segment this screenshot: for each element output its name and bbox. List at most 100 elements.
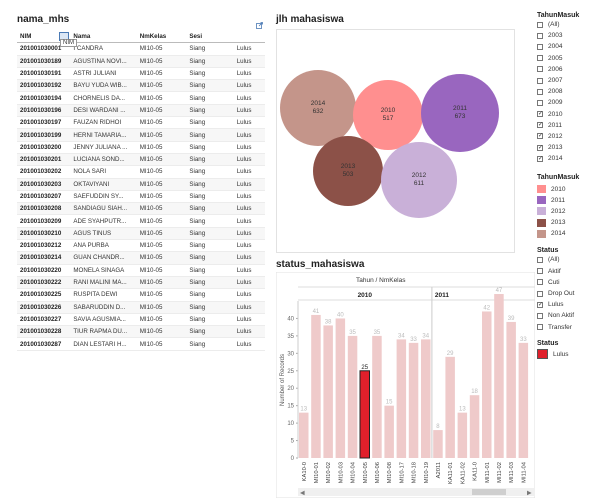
bar-MI10-05[interactable] bbox=[359, 370, 370, 459]
bar-KA10-0[interactable] bbox=[299, 412, 309, 458]
bar-MI11-02[interactable] bbox=[494, 294, 504, 458]
tahun-legend-item[interactable]: 2011 bbox=[537, 195, 595, 206]
bar-MI10-19[interactable] bbox=[421, 339, 431, 458]
tahun-filter-option[interactable]: ✓ 2014 bbox=[537, 153, 595, 164]
bubble-2011[interactable]: 2011 673 bbox=[421, 74, 499, 152]
tahun-filter-option[interactable]: 2004 bbox=[537, 41, 595, 52]
bubble-2010[interactable]: 2010 517 bbox=[353, 80, 423, 150]
checkbox-icon[interactable] bbox=[537, 66, 543, 73]
tahun-legend-item[interactable]: 2014 bbox=[537, 228, 595, 239]
table-row[interactable]: 201001030201 LUCIANA SOND... MI10-05 Siang L… bbox=[17, 153, 265, 167]
table-row[interactable]: 201001030287 DIAN LESTARI H... MI10-05 Sian… bbox=[17, 337, 265, 351]
scroll-right-icon[interactable]: ▶ bbox=[527, 490, 532, 497]
bar-MI10-02[interactable] bbox=[323, 325, 333, 458]
scroll-left-icon[interactable]: ◀ bbox=[300, 490, 305, 497]
table-row[interactable]: 201001030200 JENNY JULIANA ... MI10-05 Sian… bbox=[17, 141, 265, 154]
table-row[interactable]: 201001030212 ANA PURBA MI10-05 Siang Lulus bbox=[17, 239, 265, 253]
table-row[interactable]: 201001030191 ASTRI JULIANI MI10-05 Siang Lul… bbox=[17, 67, 265, 81]
tahun-filter-option[interactable]: ✓ 2010 bbox=[537, 109, 595, 120]
table-row[interactable]: 201001030194 CHORNELIS DA... MI10-05 Siang L… bbox=[17, 91, 265, 105]
table-row[interactable]: 201001030001 I CANDRA MI10-05 Siang Lulus bbox=[17, 42, 265, 56]
tahun-filter-option[interactable]: 2008 bbox=[537, 86, 595, 97]
table-row[interactable]: 201001030192 BAYU YUDA WIB... MI10-05 Siang… bbox=[17, 79, 265, 93]
table-row[interactable]: 201001030222 RANI MALINI MA... MI10-05 Sian… bbox=[17, 276, 265, 290]
checkbox-icon[interactable] bbox=[537, 324, 543, 331]
checkbox-checked-icon[interactable]: ✓ bbox=[537, 155, 544, 162]
tahun-legend-item[interactable]: 2010 bbox=[537, 183, 595, 194]
status-filter-option[interactable]: (All) bbox=[537, 254, 595, 265]
status-filter-option[interactable]: Aktif bbox=[537, 266, 595, 277]
table-row[interactable]: 201001030227 SAVIA AGUSMIA... MI10-05 Siang… bbox=[17, 313, 265, 327]
bar-A2011[interactable] bbox=[433, 430, 443, 458]
checkbox-checked-icon[interactable]: ✓ bbox=[537, 111, 544, 118]
tahun-filter-option[interactable]: 2003 bbox=[537, 30, 595, 41]
table-row[interactable]: 201001030202 NOLA SARI MI10-05 Siang Lulus bbox=[17, 165, 265, 179]
checkbox-icon[interactable] bbox=[537, 290, 543, 297]
table-row[interactable]: 201001030225 RUSPITA DEWI MI10-05 Siang Lulu… bbox=[17, 288, 265, 302]
bar-KA11-01[interactable] bbox=[445, 356, 455, 458]
column-header-4[interactable]: Sesi bbox=[186, 31, 234, 44]
tahun-filter-option[interactable]: 2006 bbox=[537, 64, 595, 75]
checkbox-checked-icon[interactable]: ✓ bbox=[537, 144, 544, 151]
column-header-3[interactable]: NmKelas bbox=[136, 31, 187, 44]
bar-MI11-01[interactable] bbox=[482, 311, 492, 458]
checkbox-icon[interactable] bbox=[537, 43, 543, 50]
table-row[interactable]: 201001030197 FAUZAN RIDHOI MI10-05 Siang Lul… bbox=[17, 116, 265, 130]
table-row[interactable]: 201001030209 ADE SYAHPUTR... MI10-05 Siang L… bbox=[17, 214, 265, 228]
checkbox-icon[interactable] bbox=[537, 77, 543, 84]
bar-MI10-03[interactable] bbox=[335, 318, 346, 458]
tahun-legend-item[interactable]: 2012 bbox=[537, 206, 595, 217]
bar-MI11-04[interactable] bbox=[518, 342, 529, 458]
checkbox-checked-icon[interactable]: ✓ bbox=[537, 122, 544, 129]
checkbox-icon[interactable] bbox=[537, 99, 543, 106]
checkbox-icon[interactable] bbox=[537, 55, 543, 62]
table-row[interactable]: 201001030220 MONELA SINAGA MI10-05 Siang Lul… bbox=[17, 264, 265, 277]
bar-MI10-01[interactable] bbox=[311, 314, 321, 458]
status-filter-option[interactable]: Drop Out bbox=[537, 288, 595, 299]
column-header-5[interactable] bbox=[233, 31, 265, 44]
tahun-filter-option[interactable]: 2005 bbox=[537, 53, 595, 64]
horizontal-scrollbar[interactable] bbox=[298, 488, 535, 496]
tahun-legend-item[interactable]: 2013 bbox=[537, 217, 595, 228]
checkbox-icon[interactable] bbox=[537, 312, 543, 319]
status-filter-option[interactable]: ✓ Lulus bbox=[537, 299, 595, 310]
checkbox-icon[interactable] bbox=[537, 279, 543, 286]
checkbox-checked-icon[interactable]: ✓ bbox=[537, 301, 544, 308]
bar-MI10-08[interactable] bbox=[384, 405, 394, 458]
open-external-icon[interactable] bbox=[256, 16, 263, 29]
tahun-filter-option[interactable]: ✓ 2011 bbox=[537, 120, 595, 131]
scrollbar-thumb[interactable] bbox=[472, 489, 506, 495]
table-row[interactable]: 201001030207 SAEFUDDIN SY... MI10-05 Siang L… bbox=[17, 190, 265, 204]
bar-MI10-04[interactable] bbox=[347, 335, 358, 458]
status-filter-option[interactable]: Non Aktif bbox=[537, 310, 595, 321]
table-row[interactable]: 201001030189 AGUSTINA NOVI... MI10-05 Siang… bbox=[17, 55, 265, 68]
bubble-2014[interactable]: 2014 632 bbox=[280, 70, 356, 146]
tahun-filter-option[interactable]: ✓ 2013 bbox=[537, 142, 595, 153]
bar-MI10-17[interactable] bbox=[396, 339, 407, 458]
bubble-2013[interactable]: 2013 503 bbox=[313, 136, 383, 206]
bar-MI11-03[interactable] bbox=[506, 321, 516, 458]
table-row[interactable]: 201001030210 AGUS TINUS MI10-05 Siang Lulus bbox=[17, 227, 265, 241]
table-row[interactable]: 201001030203 OKTAVIYANI MI10-05 Siang Lulus bbox=[17, 178, 265, 191]
bar-KA11-02[interactable] bbox=[457, 412, 468, 458]
status-legend-item[interactable]: Lulus bbox=[537, 349, 595, 360]
table-row[interactable]: 201001030199 HERNI TAMARIA... MI10-05 Siang… bbox=[17, 128, 265, 142]
table-row[interactable]: 201001030196 DESI WARDANI ... MI10-05 Siang… bbox=[17, 104, 265, 118]
table-row[interactable]: 201001030214 GUAN CHANDR... MI10-05 Siang Lu… bbox=[17, 251, 265, 265]
bar-MI10-06[interactable] bbox=[372, 335, 382, 458]
checkbox-checked-icon[interactable]: ✓ bbox=[537, 133, 544, 140]
table-row[interactable]: 201001030208 SANDIAGU SIAH... MI10-05 Siang… bbox=[17, 202, 265, 216]
tahun-filter-option[interactable]: ✓ 2012 bbox=[537, 131, 595, 142]
tahun-filter-option[interactable]: 2009 bbox=[537, 97, 595, 108]
checkbox-icon[interactable] bbox=[537, 256, 543, 263]
bar-MI10-18[interactable] bbox=[408, 342, 419, 458]
table-row[interactable]: 201001030226 SABARUDDIN D... MI10-05 Siang L… bbox=[17, 301, 265, 314]
tahun-filter-option[interactable]: 2007 bbox=[537, 75, 595, 86]
status-filter-option[interactable]: Transfer bbox=[537, 322, 595, 333]
column-header-1[interactable]: NIM bbox=[17, 31, 71, 44]
checkbox-icon[interactable] bbox=[537, 268, 543, 275]
checkbox-icon[interactable] bbox=[537, 32, 543, 39]
tahun-filter-option[interactable]: (All) bbox=[537, 19, 595, 30]
checkbox-icon[interactable] bbox=[537, 88, 543, 95]
bubble-2012[interactable]: 2012 611 bbox=[381, 142, 457, 218]
